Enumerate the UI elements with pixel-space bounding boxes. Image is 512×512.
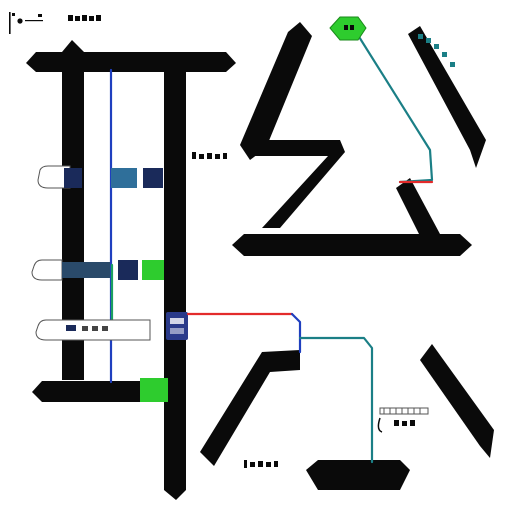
chip-steel-1 xyxy=(111,168,137,188)
left-glyph xyxy=(26,40,236,500)
rb-base xyxy=(306,460,410,490)
left-label-row-2 xyxy=(31,259,164,281)
ruler-scale-icon xyxy=(377,407,429,433)
left-glyph-left-stem xyxy=(62,40,84,380)
rt-base xyxy=(232,234,472,256)
right-bottom-glyph xyxy=(200,344,494,490)
left-glyph-bottom-bar xyxy=(32,381,160,402)
rb-right-diagonal xyxy=(420,344,494,458)
hexagon-node-icon xyxy=(329,16,367,41)
rt-left-diagonal xyxy=(240,22,312,160)
chip-navy-1 xyxy=(64,168,82,188)
bottom-annotation-ticks xyxy=(244,460,278,468)
chip-navy-3 xyxy=(118,260,138,280)
chip-green-1 xyxy=(142,260,164,280)
rt-right-diagonal xyxy=(408,26,486,168)
left-label-row-1 xyxy=(37,165,163,189)
right-top-glyph xyxy=(232,22,486,256)
left-label-row-3 xyxy=(35,319,151,341)
chip-navy-2 xyxy=(143,168,163,188)
badge-node-icon xyxy=(166,312,188,340)
rt-mid-horiz xyxy=(250,140,345,228)
left-glyph-central-stem xyxy=(164,340,186,500)
middle-route-blue xyxy=(290,312,302,354)
middle-route-teal xyxy=(298,336,374,464)
chip-steel-2 xyxy=(62,262,110,278)
left-glyph-inner-stem xyxy=(164,52,186,340)
left-annotation-ticks xyxy=(192,152,227,159)
corner-bracket-icon xyxy=(9,12,101,34)
rb-left-diagonal xyxy=(200,350,300,466)
rt-small-diag xyxy=(396,178,440,236)
green-square-node-icon xyxy=(140,378,168,402)
left-glyph-top-bar xyxy=(26,52,236,72)
top-right-annotation-ticks xyxy=(418,34,455,67)
